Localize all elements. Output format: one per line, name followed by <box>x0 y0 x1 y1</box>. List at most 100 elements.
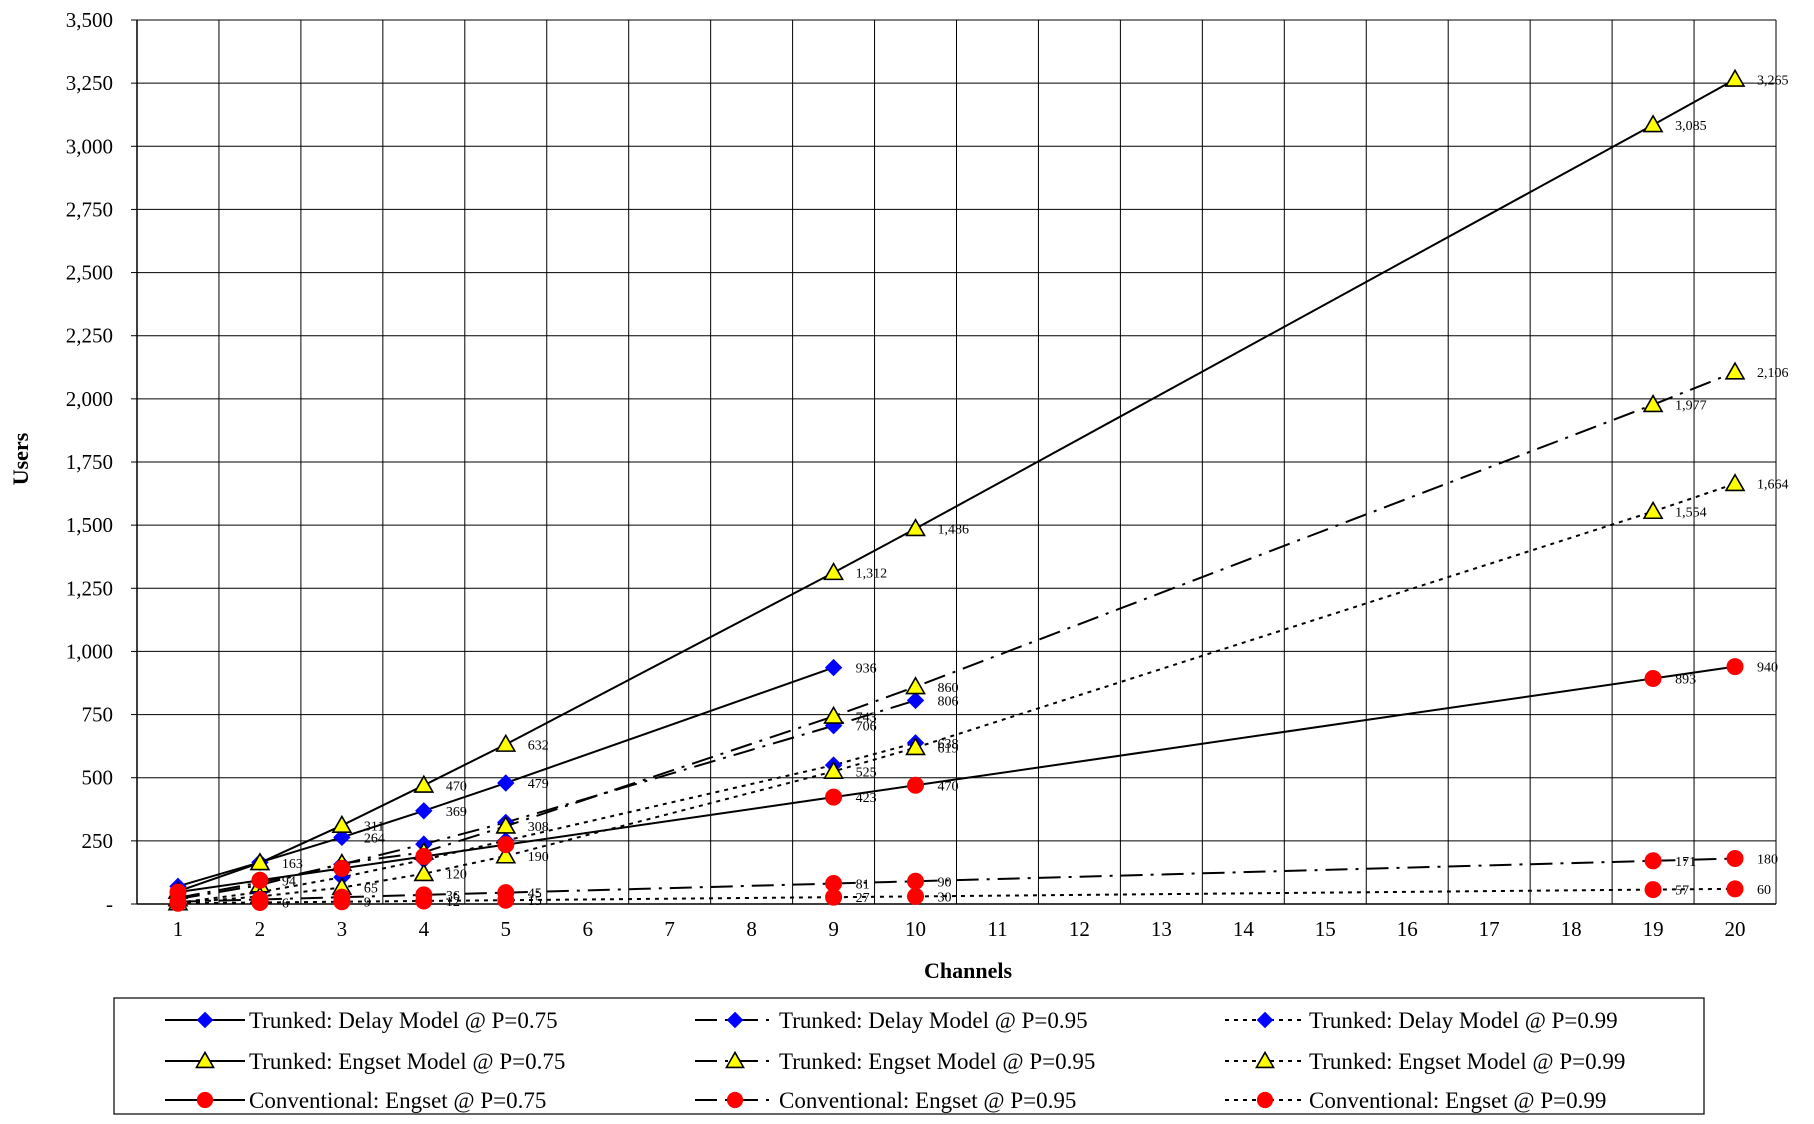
x-tick-label: 11 <box>987 917 1007 941</box>
series-line <box>177 666 834 888</box>
data-label: 15 <box>528 894 542 909</box>
data-point <box>497 891 515 909</box>
data-point <box>905 676 926 695</box>
series-line <box>177 482 1736 904</box>
legend-marker <box>196 1011 214 1029</box>
legend-marker <box>726 1091 744 1109</box>
data-point <box>1642 500 1664 520</box>
x-tick-label: 14 <box>1233 917 1255 941</box>
data-label: 171 <box>1675 855 1696 870</box>
data-point <box>823 705 844 724</box>
data-label: 1,977 <box>1675 399 1707 414</box>
x-axis-title: Channels <box>924 958 1012 983</box>
tick-labels: - 250 500 750 1,000 1,250 1,500 1,750 2,000 2,250… <box>66 8 1746 941</box>
y-tick-label: 2,250 <box>66 324 113 348</box>
legend-label: Trunked: Engset Model @ P=0.99 <box>1309 1049 1625 1074</box>
data-point <box>1724 68 1746 87</box>
y-tick-label: 3,000 <box>66 134 113 158</box>
x-tick-label: 2 <box>255 917 266 941</box>
x-tick-label: 5 <box>501 917 512 941</box>
data-point <box>495 845 517 864</box>
legend-item: Conventional: Engset @ P=0.75 <box>165 1088 546 1113</box>
data-point <box>824 658 843 677</box>
data-point <box>1724 361 1746 380</box>
legend-marker <box>1256 1011 1274 1029</box>
data-point <box>415 802 433 820</box>
legend-marker <box>1256 1091 1274 1109</box>
x-tick-label: 9 <box>828 917 839 941</box>
data-label: 60 <box>1757 883 1771 898</box>
data-label: 45 <box>528 887 542 902</box>
data-point <box>495 815 517 834</box>
legend-label: Conventional: Engset @ P=0.75 <box>249 1088 546 1113</box>
data-label: 3,085 <box>1675 119 1707 134</box>
data-label: 27 <box>856 891 870 906</box>
x-tick-label: 13 <box>1151 917 1172 941</box>
data-point <box>331 814 353 834</box>
y-tick-label: 3,250 <box>66 71 113 95</box>
legend-label: Trunked: Delay Model @ P=0.95 <box>779 1008 1088 1033</box>
data-label: 806 <box>938 694 959 709</box>
series-layer <box>167 68 1746 912</box>
data-point <box>251 871 269 889</box>
x-tick-label: 7 <box>664 917 675 941</box>
data-label: 2,106 <box>1757 366 1789 381</box>
data-label: 1,312 <box>856 567 888 582</box>
data-label: 423 <box>856 791 877 806</box>
x-tick-label: 4 <box>419 917 430 941</box>
data-label: 706 <box>856 720 877 735</box>
data-label: 893 <box>1675 672 1696 687</box>
data-point <box>907 776 925 794</box>
data-label: 190 <box>528 850 549 865</box>
legend-marker <box>726 1011 744 1029</box>
legend-item: Conventional: Engset @ P=0.95 <box>695 1088 1076 1113</box>
data-label: 65 <box>364 882 378 897</box>
data-label: 638 <box>938 737 959 752</box>
data-point <box>249 852 271 871</box>
data-label: 30 <box>938 890 952 905</box>
data-point <box>1726 658 1744 676</box>
legend-item: Conventional: Engset @ P=0.99 <box>1225 1088 1606 1113</box>
legend-label: Conventional: Engset @ P=0.95 <box>779 1088 1076 1113</box>
data-label: 1,486 <box>938 523 970 538</box>
data-point <box>906 691 925 710</box>
data-label: 479 <box>528 777 549 792</box>
data-label: 36 <box>446 889 460 904</box>
y-tick-label: - <box>106 892 113 916</box>
y-tick-label: 2,500 <box>66 261 113 285</box>
data-point <box>497 836 515 854</box>
x-tick-label: 19 <box>1643 917 1664 941</box>
data-label: 743 <box>856 710 877 725</box>
data-label: 1,554 <box>1675 506 1707 521</box>
data-label: 6 <box>282 896 289 911</box>
data-point <box>413 774 435 793</box>
y-tick-label: 2,000 <box>66 387 113 411</box>
data-label: 57 <box>1675 884 1689 899</box>
y-tick-label: 2,750 <box>66 197 113 221</box>
data-point <box>825 888 843 906</box>
legend-label: Trunked: Engset Model @ P=0.95 <box>779 1049 1095 1074</box>
y-tick-label: 1,750 <box>66 450 113 474</box>
y-tick-label: 3,500 <box>66 8 113 32</box>
data-point <box>497 774 515 792</box>
x-tick-label: 17 <box>1479 917 1500 941</box>
grid <box>136 19 1777 905</box>
x-tick-label: 18 <box>1561 917 1582 941</box>
data-label: 632 <box>528 738 549 753</box>
data-point <box>415 848 433 866</box>
data-label: 470 <box>446 779 467 794</box>
data-point <box>1644 852 1662 870</box>
y-tick-label: 1,500 <box>66 513 113 537</box>
data-label: 94 <box>282 874 296 889</box>
y-axis-title: Users <box>8 432 33 485</box>
data-label: 525 <box>856 765 877 780</box>
data-point <box>1644 881 1662 899</box>
x-tick-label: 8 <box>746 917 757 941</box>
x-tick-label: 6 <box>582 917 593 941</box>
legend-marker <box>725 1050 745 1069</box>
data-point <box>415 892 433 910</box>
data-point <box>495 733 517 752</box>
legend-item: Trunked: Delay Model @ P=0.75 <box>165 1008 558 1033</box>
data-point <box>169 894 187 912</box>
